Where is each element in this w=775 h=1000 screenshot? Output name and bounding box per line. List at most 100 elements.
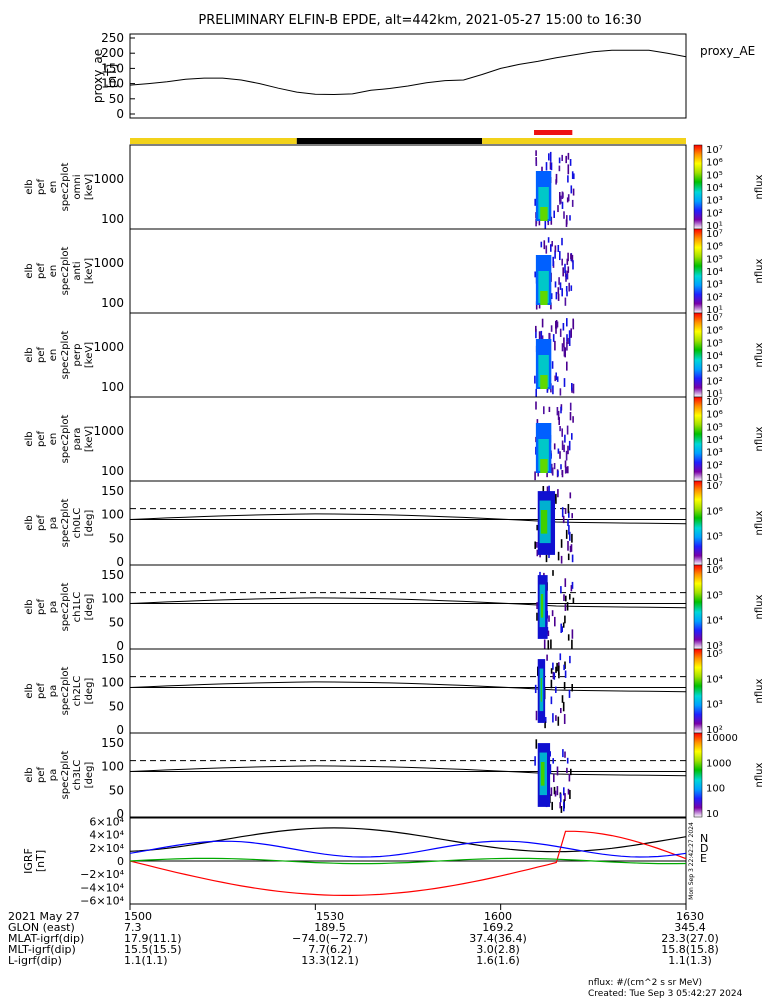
spectrogram-pixel <box>563 594 565 601</box>
colorbar-tick: 10⁶ <box>706 410 723 421</box>
igrf-ytick: −6×10⁴ <box>80 895 124 908</box>
spectrogram-pixel <box>541 318 544 328</box>
xaxis-row-value: 15.5(15.5) <box>124 943 182 956</box>
spectrogram-pixel <box>554 245 557 253</box>
panel-ylabel-line: [keV] <box>84 174 95 200</box>
spectrogram-pixel <box>538 217 541 226</box>
xaxis-row-value: 37.4(36.4) <box>469 932 527 945</box>
spectrogram-pixel <box>568 440 571 451</box>
proxy-ae-ytick: 250 <box>101 31 124 45</box>
colorbar-tick: 10⁷ <box>706 229 723 240</box>
spectrum-band <box>538 187 549 219</box>
spectrogram-pixel <box>555 493 557 504</box>
spectrogram-pixel <box>552 570 554 576</box>
spectrogram-pixel <box>549 764 552 775</box>
colorbar-tick: 10⁵ <box>706 170 723 181</box>
colorbar-tick: 10⁵ <box>706 422 723 433</box>
spectrogram-pixel <box>566 361 568 371</box>
igrf-ytick: −4×10⁴ <box>80 881 124 894</box>
energy-ytick: 100 <box>101 380 124 394</box>
spectrogram-pixel <box>554 340 556 351</box>
spectrogram-pixel <box>535 329 537 339</box>
xaxis-row-label: MLAT-igrf(dip) <box>8 932 84 945</box>
colorbar-tick: 10⁷ <box>706 481 723 492</box>
spectrum-band <box>540 375 548 389</box>
energy-spectrogram-core <box>535 423 552 473</box>
xaxis-row-value: 1630 <box>676 910 704 923</box>
spectrogram-pixel <box>550 244 552 252</box>
spectrogram-pixel <box>564 460 567 468</box>
spectrogram-pixel <box>551 467 554 476</box>
spectrogram-pixel <box>564 297 567 306</box>
panel-ylabel-line: ch1LC <box>72 592 83 623</box>
panel-ylabel-line: en <box>48 265 59 278</box>
spectrogram-pixel <box>563 664 565 671</box>
colorbar: 10⁶ 10⁵ 10⁴ 10³ nflux <box>693 564 765 652</box>
spectrogram-pixel <box>561 695 564 703</box>
energy-ytick: 1000 <box>93 340 124 354</box>
spectrogram-pixel <box>567 634 570 641</box>
spectrogram-pixel <box>546 654 548 661</box>
spectrogram-pixel <box>559 192 561 202</box>
panel-ylabel-line: perp <box>72 344 83 367</box>
colorbar-tick: 10³ <box>706 448 723 459</box>
pitch-spectrum-band <box>540 678 542 702</box>
pitch-ytick: 0 <box>116 555 124 569</box>
spectrogram-pixel <box>561 154 563 162</box>
panel-ylabel-line: elb <box>24 431 35 446</box>
spectrogram-pixel <box>561 343 564 352</box>
science-zone-marker <box>534 130 573 135</box>
spectrogram-pixel <box>569 790 571 799</box>
spectrogram-pixel <box>562 749 564 758</box>
spectrogram-pixel <box>558 157 561 164</box>
spectrogram-pixel <box>535 710 538 721</box>
orbit-segment-night <box>296 138 483 144</box>
spectrogram-pixel <box>566 258 569 265</box>
igrf-n-curve <box>129 830 687 896</box>
xaxis-row-value: −74.0(−72.7) <box>292 932 368 945</box>
spectrogram-pixel <box>536 542 538 548</box>
spectrogram-pixel <box>534 756 536 766</box>
panel-ylabel-line: [keV] <box>84 426 95 452</box>
spectrogram-pixel <box>569 159 572 166</box>
pitch-ytick: 100 <box>101 592 124 606</box>
loss-cone-line <box>129 597 687 609</box>
spectrogram-pixel <box>550 302 552 310</box>
energy-ytick: 1000 <box>93 256 124 270</box>
spectrogram-pixel <box>557 448 560 454</box>
spectrogram-pixel <box>571 171 574 179</box>
energy-panel-frame <box>129 144 687 230</box>
spectrogram-pixel <box>550 668 553 674</box>
spectrogram-pixel <box>570 544 573 552</box>
spectrogram-pixel <box>572 597 575 604</box>
panel-ylabel-line: [deg] <box>84 762 95 789</box>
panel-ylabel-line: pef <box>36 347 47 364</box>
spectrogram-pixel <box>571 581 574 589</box>
spectrogram-pixel <box>551 801 553 810</box>
spectrogram-pixel <box>534 684 537 694</box>
colorbar-tick: 10⁵ <box>706 254 723 265</box>
spectrogram-pixel <box>558 662 560 669</box>
pitch-ytick: 50 <box>109 531 124 545</box>
spectrogram-pixel <box>560 623 562 633</box>
colorbar-tick: 10⁶ <box>706 158 723 169</box>
spectrogram-pixel <box>566 197 569 203</box>
spectrogram-pixel <box>534 471 536 481</box>
panel-ylabel-line: elb <box>24 767 35 782</box>
spectrogram-pixel <box>566 341 568 351</box>
colorbar-scale <box>693 564 703 650</box>
igrf-legend-N: N <box>700 832 708 845</box>
spectrogram-pixel <box>556 662 558 672</box>
panel-ylabel-line: spec2plot <box>60 667 71 716</box>
spectrogram-pixel <box>566 757 569 764</box>
spectrogram-pixel <box>572 383 575 394</box>
colorbar-tick: 10⁶ <box>706 506 723 517</box>
xaxis-row-value: 1.1(1.1) <box>124 954 168 967</box>
spectrogram-pixel <box>544 219 547 229</box>
spectrogram-pixel <box>567 445 569 455</box>
proxy-ae-ylabel: proxy_ae [nT] <box>91 49 119 103</box>
colorbar-tick: 10² <box>706 376 723 387</box>
spectrogram-pixel <box>568 511 570 518</box>
colorbar-tick: 10⁴ <box>706 557 723 568</box>
